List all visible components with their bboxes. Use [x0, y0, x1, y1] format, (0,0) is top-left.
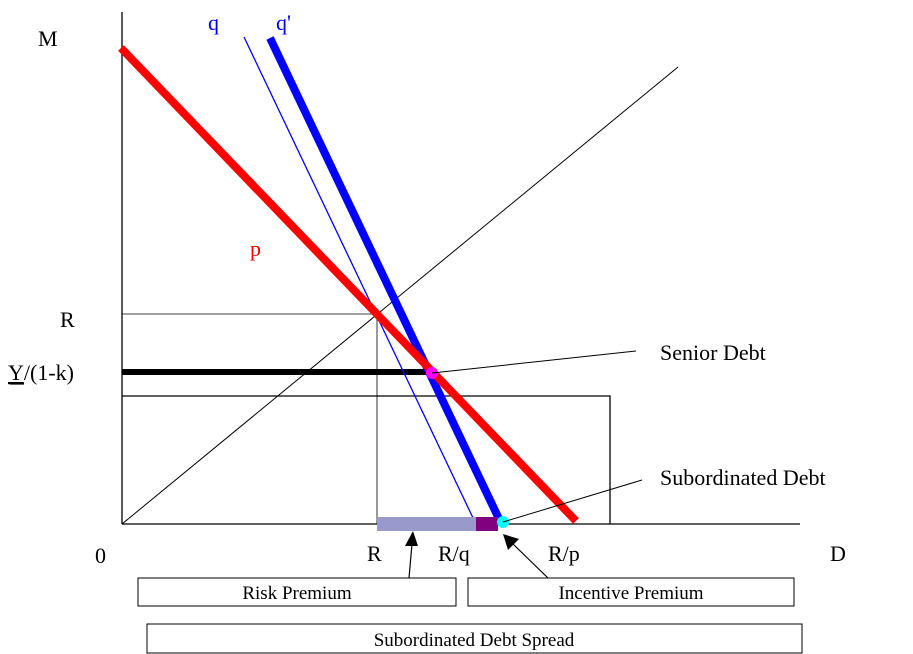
origin-label: 0 [95, 543, 106, 568]
q-line [243, 36, 475, 521]
senior-debt-callout-line [431, 350, 637, 374]
risk-premium-arrow-shaft [408, 543, 413, 579]
y-tick-y-over-1-minus-k: Y/(1-k) [8, 360, 74, 385]
incentive-premium-box [467, 577, 795, 607]
risk-premium-box-label: Risk Premium [242, 583, 351, 604]
x-tick-r: R [367, 541, 382, 566]
q-line-label: q [208, 10, 219, 35]
q-prime-line [266, 36, 504, 523]
incentive-premium-arrow-head [503, 534, 519, 550]
capital-rectangle [122, 395, 611, 524]
incentive-premium-arrow-shaft [512, 543, 549, 579]
diagonal-45-line [121, 66, 679, 525]
senior-debt-label: Senior Debt [660, 340, 766, 365]
incentive-premium-box-label: Incentive Premium [558, 583, 703, 604]
y-tick-r: R [60, 307, 75, 332]
subordinated-debt-label: Subordinated Debt [660, 465, 826, 490]
x-tick-r-over-p: R/p [548, 541, 580, 566]
spread-box [146, 623, 803, 654]
risk-premium-arrow-head [405, 531, 418, 546]
y-axis-label: M [38, 26, 58, 51]
x-axis-label: D [830, 541, 846, 566]
risk-premium-bar [377, 517, 476, 531]
x-tick-r-over-q: R/q [438, 541, 470, 566]
subordinated-debt-callout-line [502, 479, 643, 523]
risk-premium-box [137, 577, 457, 607]
q-prime-line-label: q' [276, 10, 291, 35]
incentive-premium-bar [476, 517, 498, 531]
p-line-label: p [250, 236, 261, 261]
spread-box-label: Subordinated Debt Spread [374, 630, 575, 651]
p-line [118, 45, 579, 524]
